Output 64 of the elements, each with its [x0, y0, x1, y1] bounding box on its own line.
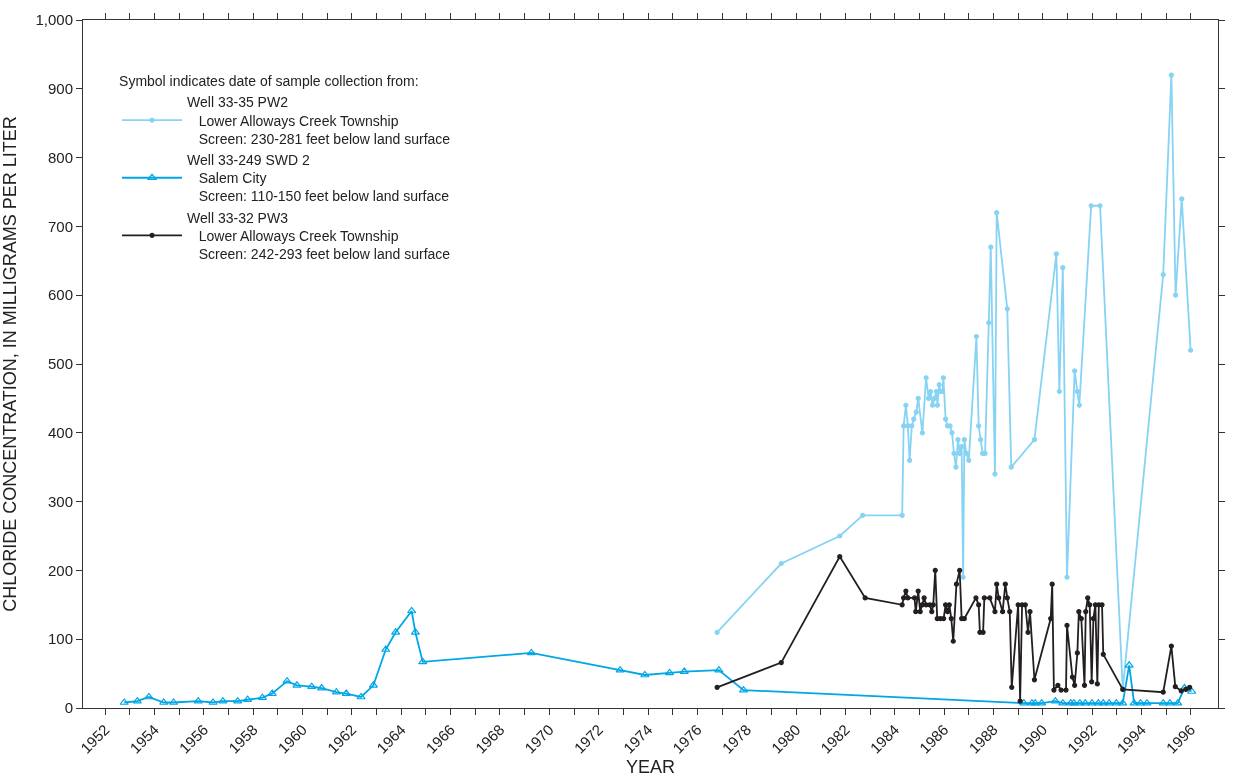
point	[1075, 699, 1085, 706]
point	[282, 677, 292, 684]
point	[159, 698, 169, 705]
point	[316, 683, 327, 691]
point	[410, 628, 420, 635]
point	[1066, 699, 1076, 706]
legend-label: Well 33-32 PW3 Lower Alloways Creek Township Screen: 242-293 feet below land surface	[187, 209, 451, 263]
point	[1104, 699, 1114, 706]
point	[267, 689, 277, 696]
y-tick-label: 500	[47, 355, 73, 373]
y-tick-label: 100	[47, 630, 73, 648]
point	[1124, 661, 1134, 668]
point	[526, 648, 536, 656]
point	[1173, 699, 1183, 706]
point	[307, 682, 317, 690]
point	[193, 697, 203, 704]
point	[1111, 699, 1121, 706]
point	[1080, 699, 1090, 706]
point	[1118, 699, 1128, 706]
point	[292, 681, 302, 688]
y-tick-label: 400	[47, 424, 73, 442]
point	[640, 670, 650, 678]
point	[1098, 699, 1108, 706]
point	[1058, 699, 1068, 706]
point	[119, 698, 129, 705]
point	[1165, 699, 1175, 706]
y-tick-label: 800	[47, 148, 73, 166]
point	[1069, 699, 1079, 706]
point	[242, 695, 253, 703]
point	[1142, 699, 1152, 706]
point	[1027, 699, 1037, 706]
y-tick-label: 0	[64, 699, 73, 717]
point	[132, 697, 142, 704]
legend-title: Symbol indicates date of sample collection from:	[119, 73, 419, 90]
point	[407, 606, 417, 614]
point	[144, 692, 154, 700]
y-tick-label: 200	[47, 561, 73, 579]
point	[1093, 699, 1103, 706]
y-tick-label: 700	[47, 217, 73, 235]
y-tick-label: 900	[47, 80, 73, 98]
point	[208, 698, 218, 705]
point	[664, 668, 675, 676]
y-tick-label: 600	[47, 286, 73, 304]
point	[615, 666, 625, 673]
point	[714, 666, 724, 673]
point	[679, 667, 689, 674]
point	[381, 645, 391, 652]
point	[218, 697, 228, 704]
point	[1019, 699, 1029, 706]
y-axis-title: CHLORIDE CONCENTRATION, IN MILLIGRAMS PER LITER	[0, 116, 20, 612]
point	[356, 692, 366, 700]
point	[341, 689, 351, 696]
point	[1129, 699, 1139, 706]
point	[1030, 699, 1040, 706]
point	[1087, 699, 1097, 706]
legend-label: Well 33-249 SWD 2 Salem City Screen: 110-150 feet below land surface	[187, 152, 450, 205]
legend-label: Well 33-35 PW2 Lower Alloways Creek Township Screen: 230-281 feet below land surface	[187, 94, 451, 147]
point	[257, 693, 268, 701]
x-axis-title: YEAR	[625, 756, 676, 777]
point	[1158, 699, 1168, 706]
y-tick-label: 300	[47, 492, 73, 510]
point	[418, 657, 428, 665]
y-tick-label: 1,000	[35, 11, 73, 29]
point	[233, 697, 243, 704]
